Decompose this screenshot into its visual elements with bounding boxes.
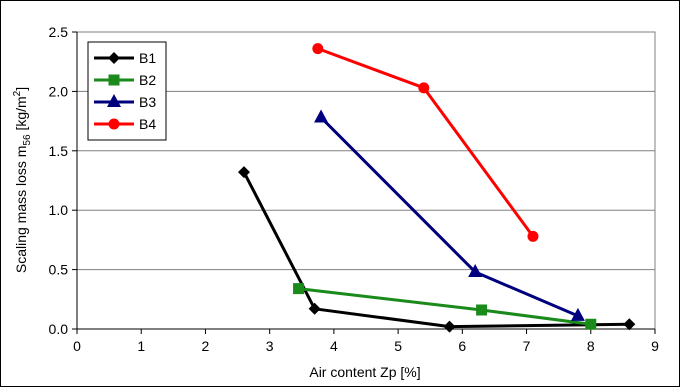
x-tick-label: 4 [330, 338, 338, 354]
y-axis-title-superscript: 2 [12, 90, 23, 96]
x-tick-label: 5 [394, 338, 402, 354]
y-tick-label: 1.0 [49, 202, 69, 218]
axes: 0 1 2 3 4 5 6 7 8 9 0.0 0.5 1.0 1.5 2.0 2.5 [49, 24, 660, 354]
y-tick-label: 0.5 [49, 262, 69, 278]
data-point-b3 [468, 263, 483, 277]
y-axis-title-unit: [kg/m [13, 96, 29, 134]
legend-entry-b3: B3 [94, 94, 156, 110]
legend-label: B1 [139, 50, 156, 66]
legend-marker [108, 74, 120, 86]
x-tick-label: 6 [458, 338, 466, 354]
y-axis-title-main: Scaling mass loss m [13, 146, 29, 274]
series-b2 [293, 283, 597, 330]
legend-entry-b2: B2 [94, 72, 156, 88]
data-point-b1 [623, 318, 636, 331]
x-tick-label: 3 [266, 338, 274, 354]
legend-label: B4 [139, 116, 156, 132]
x-tick-label: 1 [137, 338, 145, 354]
series-line-b1 [242, 171, 630, 329]
x-tick-label: 2 [202, 338, 210, 354]
legend-entry-b1: B1 [94, 50, 156, 66]
data-point-b2 [476, 304, 488, 316]
data-point-b1 [237, 166, 250, 179]
x-tick-label: 9 [651, 338, 659, 354]
data-point-b3 [570, 307, 585, 321]
y-axis-title: Scaling mass loss m56 [kg/m2] [12, 87, 33, 273]
x-tick-label: 7 [523, 338, 531, 354]
legend-label: B2 [139, 72, 156, 88]
series-b4 [312, 43, 539, 242]
y-tick-label: 2.0 [49, 83, 69, 99]
y-tick-label: 0.0 [49, 321, 69, 337]
data-point-b4 [527, 230, 539, 242]
data-point-b2 [585, 318, 597, 330]
series-b3 [314, 109, 585, 321]
legend-marker [108, 52, 120, 64]
y-tick-label: 1.5 [49, 143, 69, 159]
x-axis-title: Air content Zp [%] [309, 364, 420, 380]
x-tick-label: 8 [587, 338, 595, 354]
data-point-b4 [312, 43, 324, 55]
data-series [237, 43, 636, 333]
y-tick-label: 2.5 [49, 24, 69, 40]
data-point-b3 [314, 109, 329, 123]
legend-marker [107, 94, 121, 107]
data-point-b1 [443, 320, 456, 333]
data-point-b1 [308, 302, 321, 315]
data-point-b4 [418, 82, 430, 94]
legend-entry-b4: B4 [94, 116, 156, 132]
legend-marker [108, 118, 120, 130]
x-tick-label: 0 [73, 338, 81, 354]
series-b1 [237, 166, 636, 333]
data-point-b2 [293, 283, 305, 295]
legend-label: B3 [139, 94, 156, 110]
y-axis-title-unit-close: ] [13, 87, 29, 91]
legend: B1 B2 B3 B4 [87, 41, 167, 141]
y-axis-title-subscript: 56 [22, 134, 33, 146]
